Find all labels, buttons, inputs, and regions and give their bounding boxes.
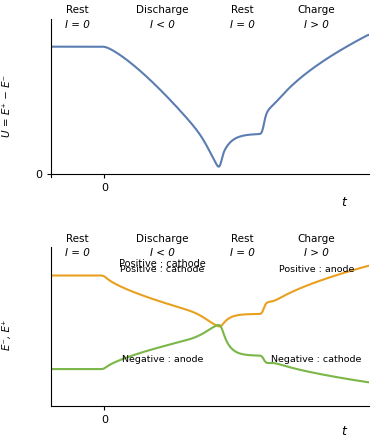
Text: I < 0: I < 0 <box>150 248 175 258</box>
Text: t: t <box>342 425 346 438</box>
Text: Charge: Charge <box>298 5 335 16</box>
Text: U = E⁺ − E⁻: U = E⁺ − E⁻ <box>2 75 12 137</box>
Text: Discharge: Discharge <box>136 5 189 16</box>
Text: I = 0: I = 0 <box>230 248 255 258</box>
Text: E⁻, E⁺: E⁻, E⁺ <box>2 319 12 350</box>
Text: I = 0: I = 0 <box>65 20 90 30</box>
Text: Charge: Charge <box>298 234 335 244</box>
Text: Negative : cathode: Negative : cathode <box>271 355 362 364</box>
Text: Discharge: Discharge <box>136 234 189 244</box>
Text: Rest: Rest <box>66 234 89 244</box>
Text: Positive : cathode: Positive : cathode <box>119 259 206 269</box>
Text: Positive : cathode: Positive : cathode <box>120 264 205 274</box>
Text: Negative : anode: Negative : anode <box>122 355 203 364</box>
Text: Rest: Rest <box>231 234 254 244</box>
Text: Rest: Rest <box>231 5 254 16</box>
Text: Positive : anode: Positive : anode <box>279 264 354 274</box>
Text: I < 0: I < 0 <box>150 20 175 30</box>
Text: I > 0: I > 0 <box>304 248 329 258</box>
Text: I = 0: I = 0 <box>65 248 90 258</box>
Text: I > 0: I > 0 <box>304 20 329 30</box>
Text: Rest: Rest <box>66 5 89 16</box>
Text: t: t <box>342 196 346 210</box>
Text: I = 0: I = 0 <box>230 20 255 30</box>
